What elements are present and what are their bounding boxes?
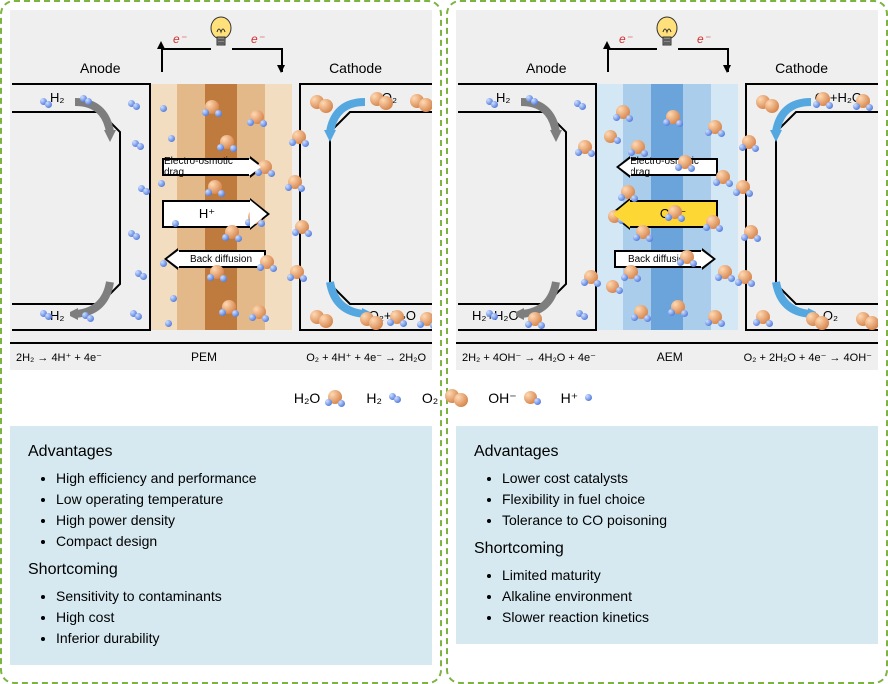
membrane-type-label: AEM [657,350,683,364]
list-item: Inferior durability [56,628,414,649]
legend-label: OH⁻ [488,390,516,407]
legend-oh: OH⁻ [488,390,542,407]
legend-h2o: H₂O [294,389,348,407]
legend-label: O₂ [422,390,438,406]
electroosmotic-drag-arrow: Electro-osmotic drag [628,158,718,176]
reaction-equations: 2H₂ + 4OH⁻ → 4H₂O + 4e⁻ AEM O₂ + 2H₂O + … [456,342,878,370]
list-item: Sensitivity to contaminants [56,586,414,607]
ion-label: H⁺ [199,206,215,222]
anode-reaction: 2H₂ → 4H⁺ + 4e⁻ [16,351,102,364]
reaction-equations: 2H₂ → 4H⁺ + 4e⁻ PEM O₂ + 4H⁺ + 4e⁻ → 2H₂… [10,342,432,370]
legend-hplus: H⁺ [561,390,595,407]
legend-h2: H₂ [366,390,404,406]
list-item: Alkaline environment [502,586,860,607]
flow-arrow-gray-icon [70,274,130,324]
legend-label: H₂O [294,390,320,406]
advantages-list: High efficiency and performance Low oper… [28,468,414,552]
figure-container: e⁻ e⁻ Anode Cathode H [0,0,888,684]
advantages-list: Lower cost catalysts Flexibility in fuel… [474,468,860,531]
cathode-reaction: O₂ + 2H₂O + 4e⁻ → 4OH⁻ [744,351,872,364]
list-item: Limited maturity [502,565,860,586]
flow-arrow-gray-icon [516,92,576,142]
anode-inlet-label: H₂ [50,90,64,105]
anode-inlet-label: H₂ [496,90,510,105]
membrane-type-label: PEM [191,350,217,364]
advantages-heading: Advantages [474,440,860,464]
list-item: Slower reaction kinetics [502,607,860,628]
legend-label: H₂ [366,390,382,406]
aem-diagram: e⁻ e⁻ Anode Cathode H₂ H₂+H₂O O₂+H₂O O₂ [456,10,878,370]
list-item: Tolerance to CO poisoning [502,510,860,531]
cathode-reaction: O₂ + 4H⁺ + 4e⁻ → 2H₂O [306,351,426,364]
flow-arrow-gray-icon [516,274,576,324]
eo-drag-label: Electro-osmotic drag [164,156,250,178]
anode-reaction: 2H₂ + 4OH⁻ → 4H₂O + 4e⁻ [462,351,596,364]
shortcoming-list: Sensitivity to contaminants High cost In… [28,586,414,649]
legend-o2: O₂ [422,388,470,408]
list-item: Flexibility in fuel choice [502,489,860,510]
shortcoming-heading: Shortcoming [474,537,860,561]
flow-arrow-gray-icon [70,92,130,142]
eo-drag-label: Electro-osmotic drag [630,156,716,178]
molecule-legend: H₂O H₂ O₂ OH⁻ H⁺ [0,388,888,408]
pem-diagram: e⁻ e⁻ Anode Cathode H [10,10,432,370]
aem-panel: e⁻ e⁻ Anode Cathode H₂ H₂+H₂O O₂+H₂O O₂ [446,0,888,684]
list-item: Lower cost catalysts [502,468,860,489]
electroosmotic-drag-arrow: Electro-osmotic drag [162,158,252,176]
advantages-heading: Advantages [28,440,414,464]
pem-infobox: Advantages High efficiency and performan… [10,426,432,665]
list-item: Low operating temperature [56,489,414,510]
list-item: Compact design [56,531,414,552]
legend-label: H⁺ [561,390,579,407]
list-item: High power density [56,510,414,531]
pem-panel: e⁻ e⁻ Anode Cathode H [0,0,442,684]
shortcoming-heading: Shortcoming [28,558,414,582]
shortcoming-list: Limited maturity Alkaline environment Sl… [474,565,860,628]
back-diff-label: Back diffusion [190,254,252,265]
aem-infobox: Advantages Lower cost catalysts Flexibil… [456,426,878,644]
list-item: High cost [56,607,414,628]
anode-outlet-label: H₂ [50,308,64,323]
list-item: High efficiency and performance [56,468,414,489]
